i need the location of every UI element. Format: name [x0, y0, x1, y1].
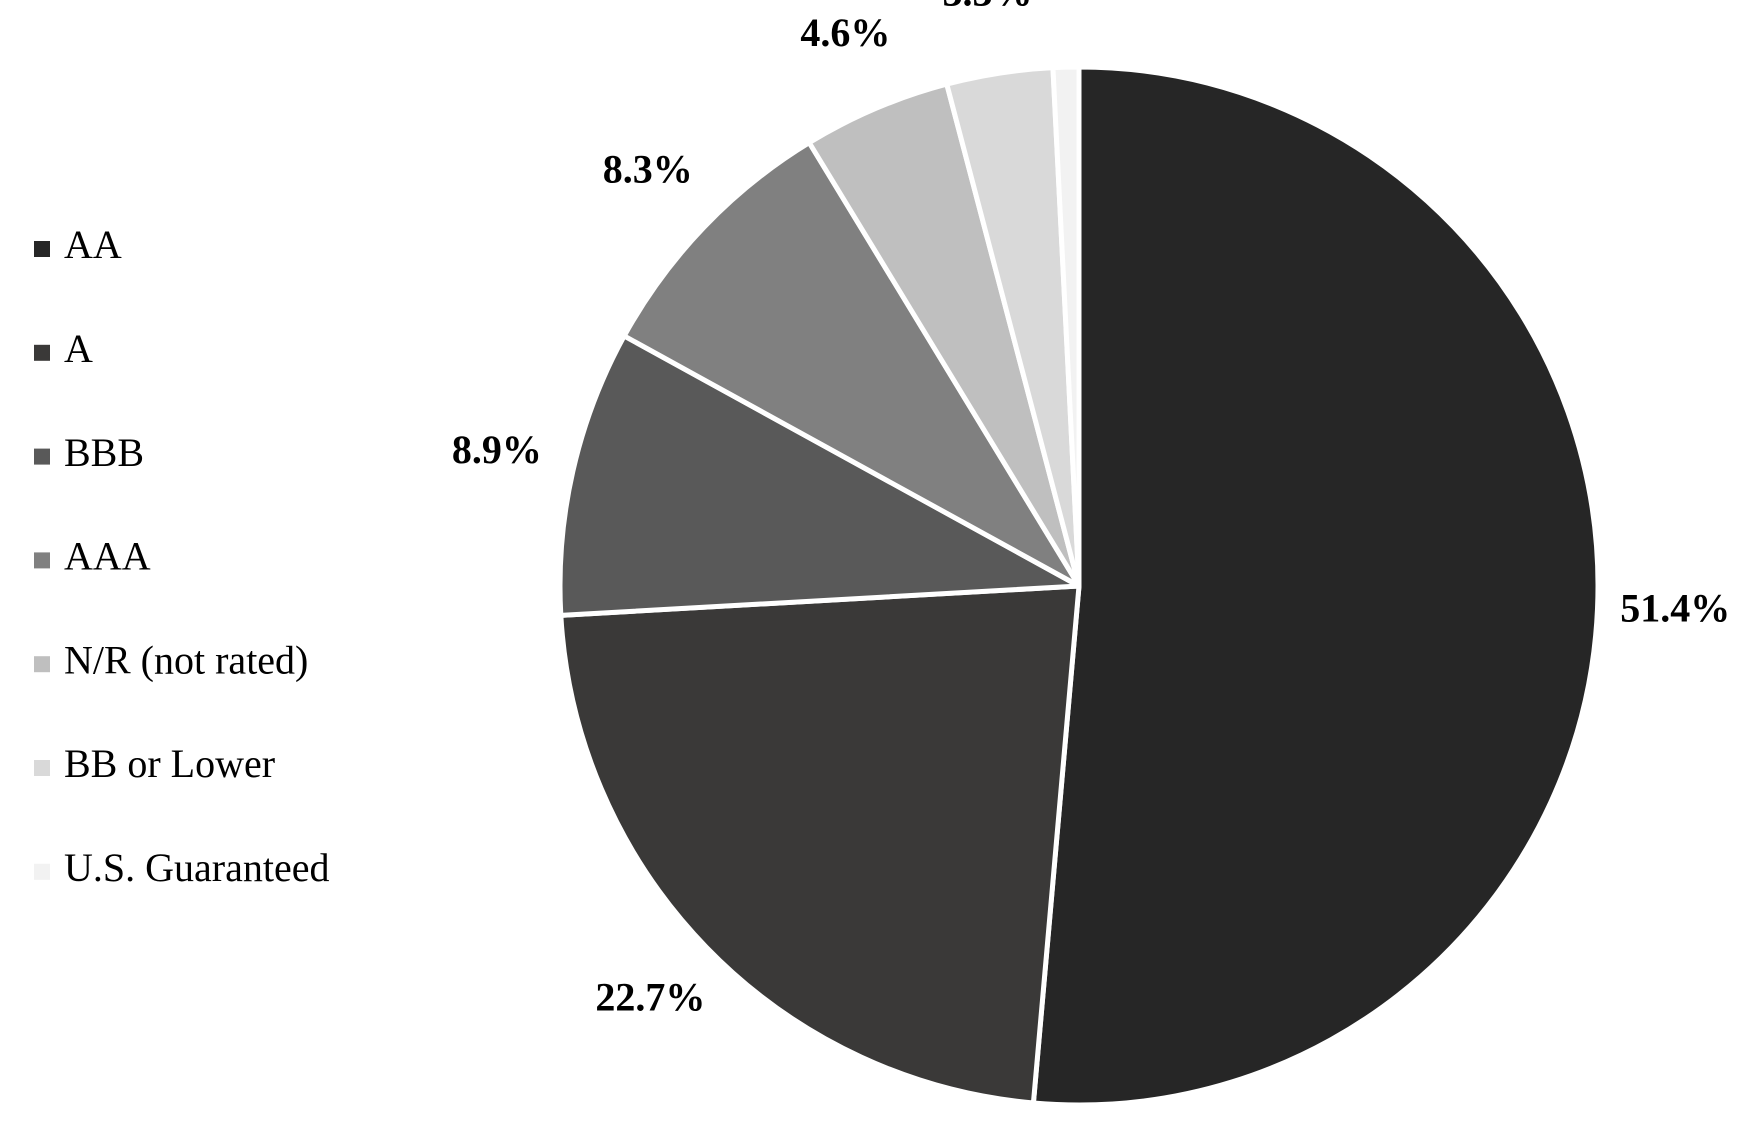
legend-swatch: [34, 344, 50, 361]
pie-slice: [621, 140, 1082, 589]
legend-text: N/R (not rated): [64, 637, 308, 682]
legend-swatch: [34, 241, 50, 257]
value-label: 0.8%: [1019, 0, 1109, 8]
pie-slice: [1030, 64, 1601, 1108]
value-label: 4.6%: [800, 10, 890, 55]
pie-slice: [1050, 64, 1082, 589]
legend-swatch: [34, 863, 50, 880]
legend-swatch: [34, 552, 50, 569]
legend-text: U.S. Guaranteed: [64, 845, 329, 890]
legend-swatch: [34, 656, 50, 673]
pie-slice: [557, 333, 1082, 618]
value-label: 51.4%: [1620, 585, 1730, 630]
pie-slice: [558, 583, 1082, 1106]
value-label: 8.3%: [603, 147, 693, 192]
legend-text: A: [64, 326, 93, 371]
legend-swatch: [34, 760, 50, 776]
legend-text: BBB: [64, 430, 144, 475]
value-label: 3.3%: [942, 0, 1032, 14]
legend-text: BB or Lower: [64, 741, 275, 786]
legend-swatch: [34, 448, 50, 465]
value-label: 8.9%: [452, 427, 542, 472]
legend-text: AA: [64, 222, 122, 267]
legend-text: AAA: [64, 534, 151, 579]
value-label: 22.7%: [595, 975, 705, 1020]
